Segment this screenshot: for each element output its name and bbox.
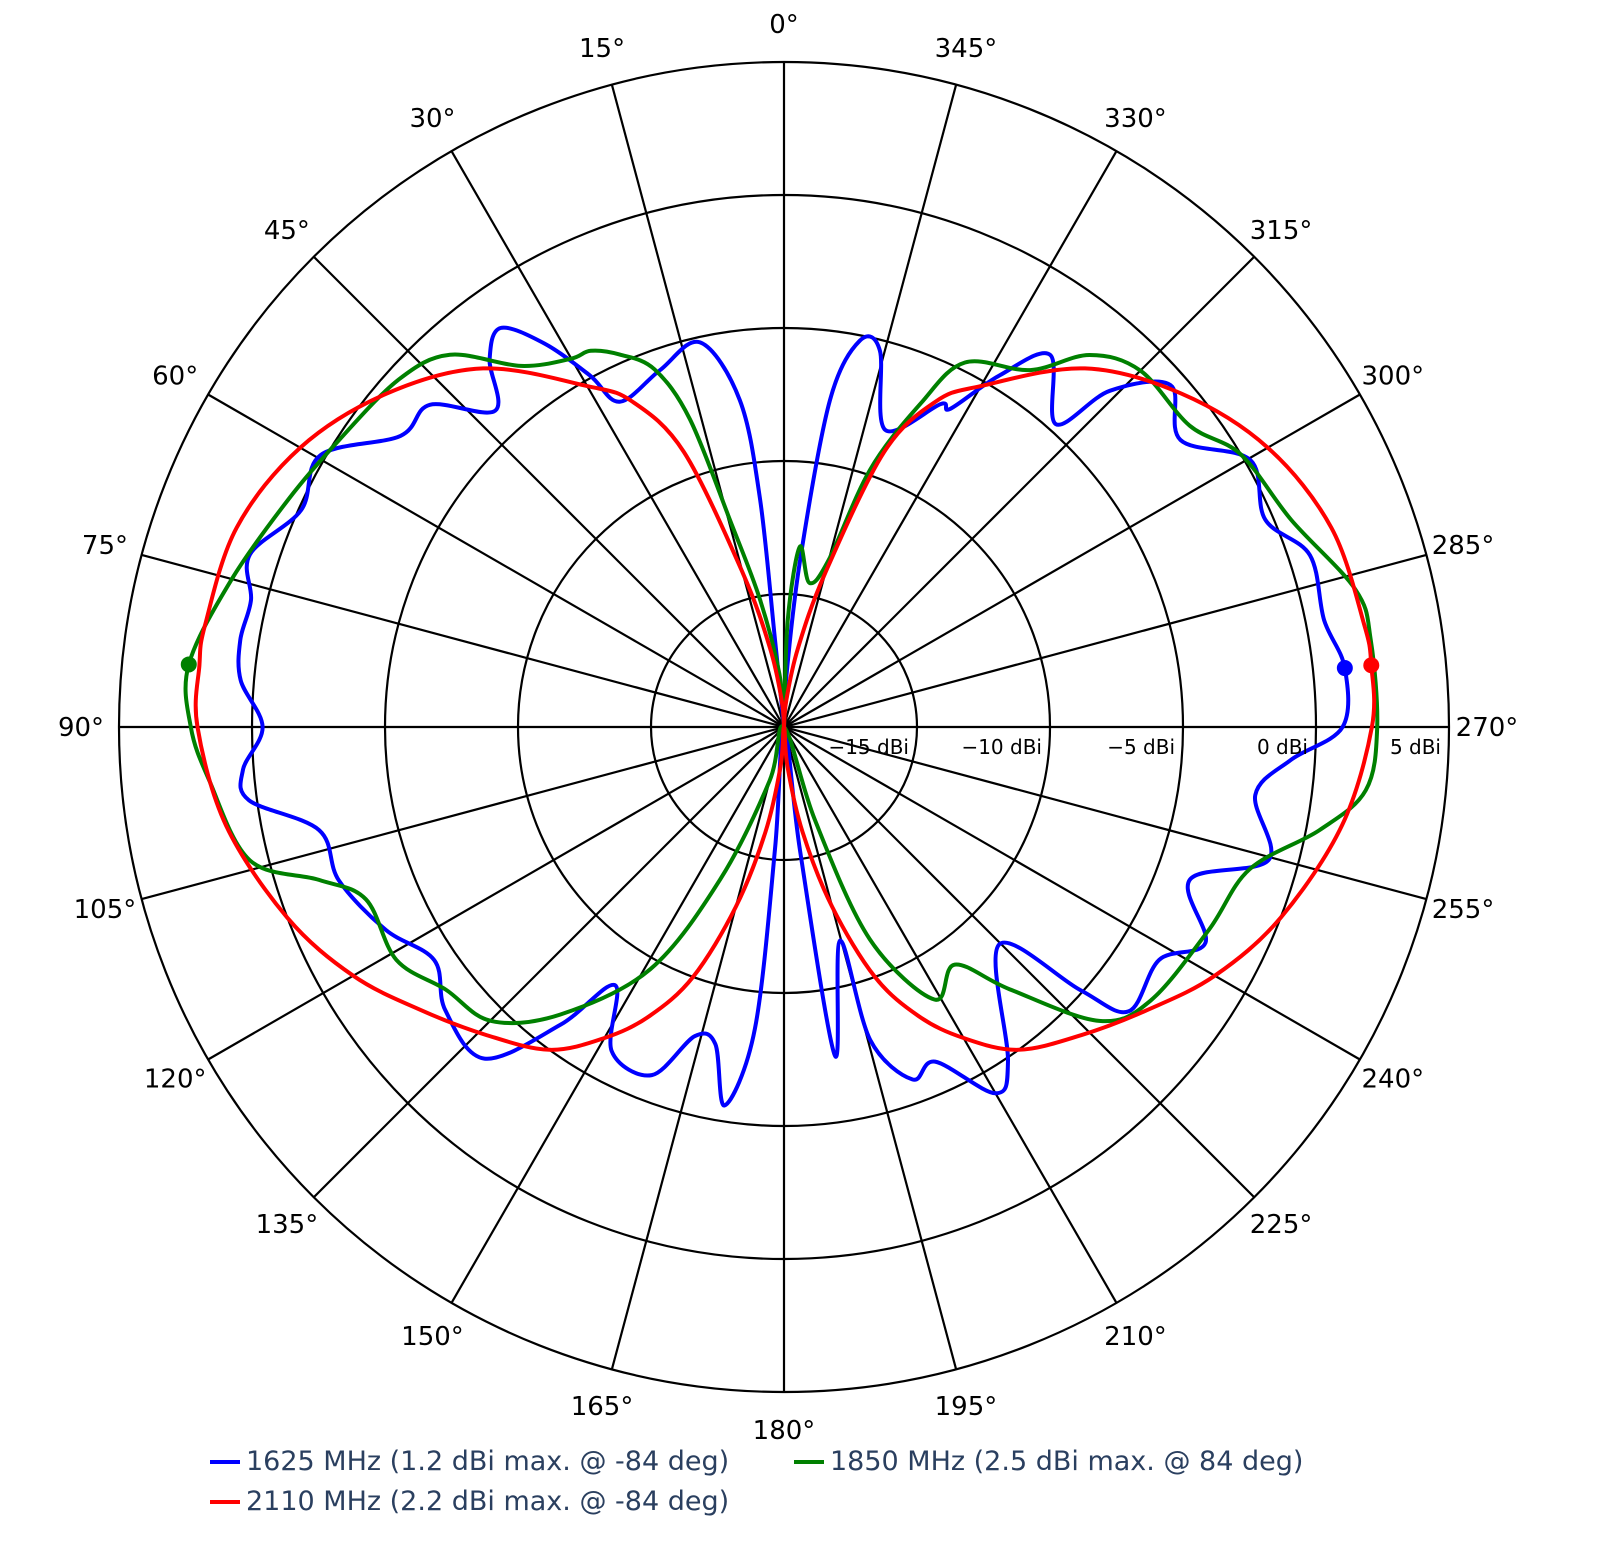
angular-tick-label: 60° [152,362,198,392]
radial-tick-label: 5 dBi [1390,735,1441,759]
series-line-2 [193,366,1377,1052]
grid-spoke [783,255,1256,728]
radial-tick-label: 0 dBi [1257,735,1308,759]
angular-tick-label: 225° [1250,1210,1313,1240]
angular-tick-label: 120° [144,1065,207,1095]
angular-tick-label: 75° [82,531,128,561]
grid-spoke [782,726,958,1370]
grid-spoke [783,726,1361,1061]
angular-tick-label: 345° [935,34,998,64]
grid-spoke [783,393,1361,728]
legend-label: 2110 MHz (2.2 dBi max. @ -84 deg) [246,1486,730,1517]
legend-item-2110[interactable]: 2110 MHz (2.2 dBi max. @ -84 deg) [210,1486,729,1517]
angular-tick-label: 150° [401,1322,464,1352]
radial-tick-label: −5 dBi [1107,735,1175,759]
grid-spoke [450,150,785,728]
angular-tick-label: 135° [256,1210,319,1240]
angular-tick-label: 165° [571,1392,634,1422]
grid-spoke [783,725,1427,901]
traces [180,325,1380,1108]
legend-label: 1850 MHz (2.5 dBi max. @ 84 deg) [830,1446,1304,1477]
grid-spoke [141,725,785,901]
legend-swatch [794,1459,824,1464]
angular-tick-label: 210° [1104,1322,1167,1352]
radial-tick-label: −15 dBi [828,735,909,759]
angular-tick-label: 240° [1361,1065,1424,1095]
angular-tick-label: 270° [1456,713,1519,743]
angular-tick-label: 255° [1432,895,1495,925]
angular-tick-label: 180° [753,1416,816,1440]
angular-tick-label: 285° [1432,531,1495,561]
angular-tick-label: 90° [58,713,104,743]
angular-tick-label: 30° [409,104,455,134]
angular-tick-label: 300° [1361,362,1424,392]
angular-tick-label: 105° [74,895,137,925]
legend-item-1625[interactable]: 1625 MHz (1.2 dBi max. @ -84 deg) [210,1446,729,1477]
max-marker-2 [1363,657,1380,674]
max-marker-1 [180,656,197,673]
grid-spoke [783,726,1118,1304]
legend-item-1850[interactable]: 1850 MHz (2.5 dBi max. @ 84 deg) [794,1446,1303,1477]
series-line-1 [183,348,1380,1026]
radial-tick-label: −10 dBi [961,735,1042,759]
max-marker-0 [1336,660,1353,677]
grid-spoke [450,726,785,1304]
grid-spoke [312,255,785,728]
angular-tick-label: 315° [1250,216,1313,246]
grid-spoke [141,553,785,729]
grid-spoke [207,726,785,1061]
legend-swatch [210,1499,240,1504]
grid-spoke [783,726,1256,1199]
polar-chart: 0° 15° 30° 45° 60° 75° 90° 105° 120° 135° 150° 165°… [58,10,1518,1440]
grid-spoke [312,726,785,1199]
grid-spoke [207,393,785,728]
grid-spoke [782,84,958,728]
axis-labels: 0° 15° 30° 45° 60° 75° 90° 105° 120° 135° 150° 165°… [58,10,1518,1440]
angular-tick-label: 45° [264,216,310,246]
grid-spoke [783,553,1427,729]
angular-tick-label: 15° [579,34,625,64]
angular-tick-label: 330° [1104,104,1167,134]
angular-tick-label: 0° [769,10,799,40]
grid-spoke [783,150,1118,728]
grid-spoke [610,726,786,1370]
legend-label: 1625 MHz (1.2 dBi max. @ -84 deg) [246,1446,730,1477]
angular-tick-label: 195° [935,1392,998,1422]
grid-spoke [610,84,786,728]
legend-swatch [210,1459,240,1464]
